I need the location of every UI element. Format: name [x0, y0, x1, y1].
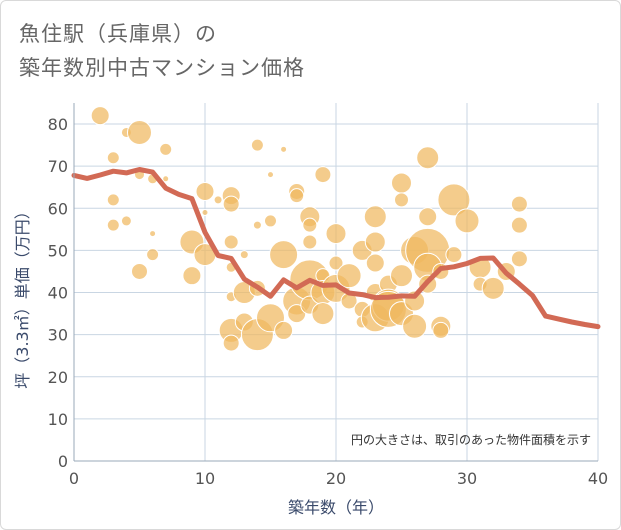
chart-title: 魚住駅（兵庫県）の 築年数別中古マンション価格 [19, 17, 305, 85]
y-tick-label: 10 [48, 410, 68, 429]
data-bubble [394, 192, 409, 208]
data-bubble [336, 263, 362, 289]
data-bubble [213, 195, 223, 205]
data-bubble [402, 313, 428, 339]
data-bubble [365, 253, 385, 273]
y-tick-label: 30 [48, 326, 68, 345]
data-bubble [267, 171, 274, 179]
data-bubble [250, 138, 264, 152]
data-bubble [510, 195, 528, 213]
y-tick-label: 60 [48, 199, 68, 218]
data-bubble [146, 248, 160, 262]
chart-title-line-2: 築年数別中古マンション価格 [19, 56, 305, 80]
x-tick-label: 20 [326, 469, 346, 488]
data-bubble [252, 220, 262, 230]
data-bubble [363, 205, 387, 229]
x-tick-label: 40 [588, 469, 608, 488]
data-bubble [391, 172, 412, 194]
average-line-layer [71, 167, 601, 330]
y-tick-label: 50 [48, 241, 68, 260]
bubble-size-note: 円の大きさは、取引のあった物件面積を示す [351, 432, 591, 447]
y-tick-label: 20 [48, 368, 68, 387]
data-bubble [201, 209, 209, 217]
data-bubble [311, 302, 335, 326]
data-bubble [106, 193, 120, 207]
x-tick-label: 0 [69, 469, 79, 488]
data-bubble [418, 207, 438, 227]
data-bubble [131, 262, 148, 280]
data-bubble [162, 175, 170, 183]
data-bubble [149, 230, 157, 238]
data-bubble [364, 231, 386, 253]
data-bubble [302, 217, 318, 233]
data-bubble [106, 151, 120, 165]
average-price-line [71, 167, 601, 330]
data-bubble [222, 334, 240, 352]
data-bubble [325, 223, 347, 245]
data-bubble [222, 195, 240, 213]
chart-title-line-1: 魚住駅（兵庫県）の [19, 22, 217, 46]
data-bubble [223, 234, 239, 250]
axes [73, 103, 598, 462]
data-bubble [127, 119, 152, 145]
x-axis-tick-labels: 0 10 20 30 40 [69, 469, 608, 488]
data-bubble [120, 215, 132, 227]
data-bubble [274, 320, 294, 340]
data-bubble [195, 181, 215, 201]
data-bubble [437, 183, 471, 217]
data-bubble [159, 142, 173, 156]
data-bubble [280, 145, 288, 153]
data-bubble [106, 218, 120, 232]
data-bubble [510, 250, 528, 268]
y-tick-label: 40 [48, 284, 68, 303]
data-bubble [289, 188, 305, 204]
data-bubble [454, 208, 480, 234]
data-bubble [510, 216, 528, 234]
y-tick-label: 80 [48, 115, 68, 134]
x-tick-label: 30 [457, 469, 477, 488]
data-bubble [314, 166, 332, 184]
data-bubble [481, 276, 505, 300]
data-bubble [445, 246, 463, 264]
data-bubble [239, 250, 249, 260]
data-bubble [432, 321, 450, 339]
y-tick-label: 70 [48, 157, 68, 176]
data-bubble [390, 264, 413, 288]
grid-lines [73, 103, 599, 462]
x-axis-title: 築年数（年） [288, 498, 384, 517]
data-bubble [416, 146, 440, 170]
data-bubble [328, 255, 344, 271]
y-tick-label: 0 [58, 452, 68, 471]
y-axis-tick-labels: 0 10 20 30 40 50 60 70 80 [48, 115, 68, 471]
data-bubble [269, 240, 299, 270]
y-axis-title: 坪（3.3㎡）単価（万円） [13, 203, 32, 388]
x-tick-label: 10 [195, 469, 215, 488]
data-bubble [90, 106, 110, 126]
data-bubble [264, 214, 277, 228]
data-bubble [302, 234, 318, 250]
data-bubble [182, 266, 202, 286]
